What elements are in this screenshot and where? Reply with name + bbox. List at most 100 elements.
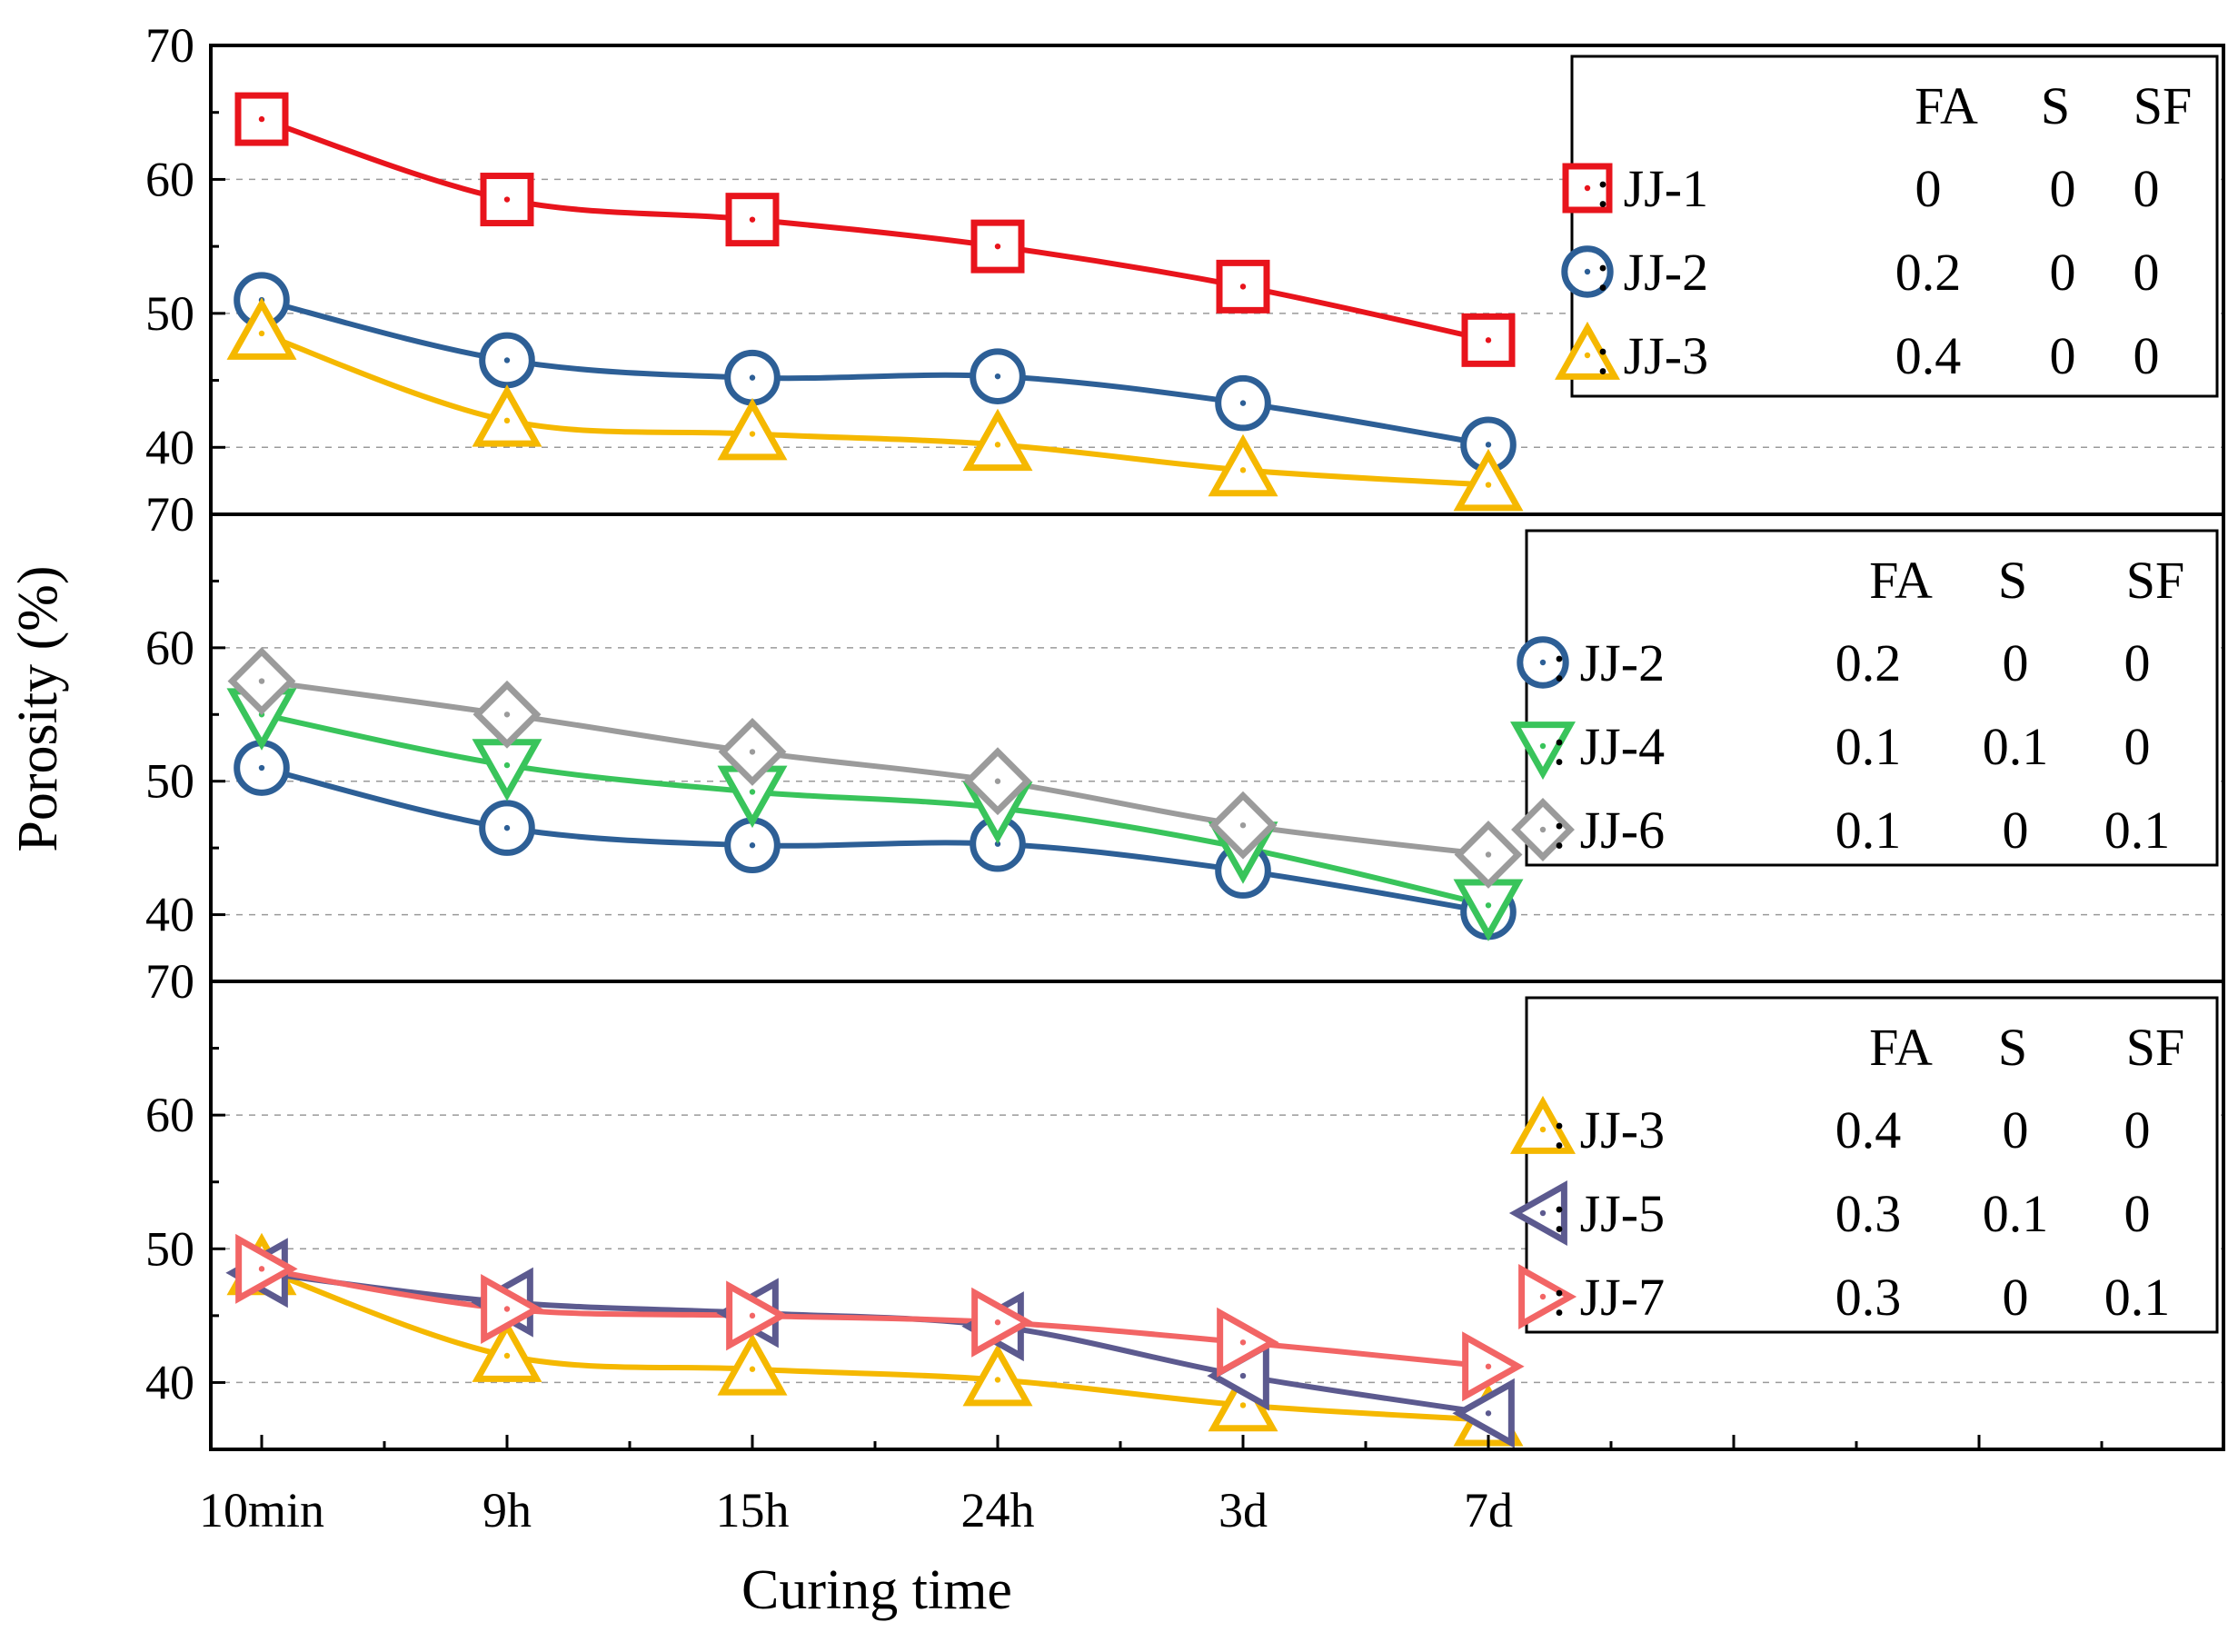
legend-box (1525, 529, 2219, 867)
legend-label-JJ-7: : JJ-7 (1552, 1268, 1665, 1327)
panel-frame (209, 980, 2225, 1451)
data-point-JJ-2-9h-center-dot (503, 357, 511, 363)
data-point-JJ-3-24h (962, 408, 1033, 472)
x-tick-label-15h: 15h (716, 1483, 790, 1538)
data-point-JJ-3-15h-center-dot (749, 1366, 756, 1372)
legend-S-JJ-2: 0 (2050, 243, 2076, 302)
legend-S-JJ-3: 0 (2003, 1100, 2029, 1159)
y-tick-label: 70 (145, 18, 194, 73)
legend-FA-JJ-5: 0.3 (1835, 1184, 1902, 1243)
series-line-JJ-2 (261, 297, 1489, 448)
series-line-JJ-7 (261, 1266, 1489, 1369)
data-point-JJ-7-3d-center-dot (1239, 1339, 1247, 1346)
legend-header-FA: FA (1869, 551, 1933, 610)
data-point-JJ-2-7d-center-dot (1485, 442, 1492, 448)
legend-marker-JJ-4 (1510, 722, 1576, 781)
x-tick-label-7d: 7d (1464, 1483, 1513, 1538)
series-line-JJ-3 (260, 331, 1489, 488)
y-tick-label: 40 (145, 1355, 194, 1409)
legend-S-JJ-3: 0 (2050, 326, 2076, 385)
legend-FA-JJ-2: 0.2 (1895, 243, 1962, 302)
legend-marker-JJ-7 (1518, 1264, 1577, 1329)
legend-S-JJ-2: 0 (2003, 633, 2029, 692)
data-point-JJ-1-15h-center-dot (749, 216, 756, 223)
data-point-JJ-2-3d-center-dot (1239, 400, 1247, 406)
legend-marker-JJ-2-center-dot (1584, 268, 1591, 275)
legend-SF-JJ-3: 0 (2124, 1100, 2151, 1159)
legend-FA-JJ-3: 0.4 (1835, 1100, 1902, 1159)
series-line-JJ-1 (261, 116, 1489, 343)
data-point-JJ-5-3d-center-dot (1239, 1372, 1247, 1379)
legend-label-JJ-6: : JJ-6 (1552, 801, 1665, 860)
data-point-JJ-4-15h-center-dot (749, 789, 756, 795)
legend-S-JJ-4: 0.1 (1983, 717, 2049, 776)
legend-header-FA: FA (1915, 76, 1978, 135)
data-point-JJ-3-9h-center-dot (503, 1352, 511, 1359)
legend-label-JJ-2: : JJ-2 (1596, 243, 1708, 302)
data-point-JJ-1-10min (234, 92, 289, 146)
data-point-JJ-3-3d-center-dot (1239, 1402, 1247, 1408)
legend-label-JJ-3: : JJ-3 (1596, 326, 1708, 385)
series-line-JJ-4 (261, 712, 1489, 909)
legend-S-JJ-5: 0.1 (1983, 1184, 2049, 1243)
y-tick-label: 60 (145, 621, 194, 675)
x-axis-title: Curing time (741, 1559, 1012, 1621)
data-point-JJ-7-7d-center-dot (1485, 1363, 1492, 1369)
legend-header-SF: SF (2126, 1018, 2185, 1077)
data-point-JJ-3-24h (962, 1343, 1033, 1407)
legend-SF-JJ-7: 0.1 (2104, 1268, 2171, 1327)
y-tick-label: 60 (145, 152, 194, 206)
legend-marker-JJ-1 (1562, 163, 1613, 214)
data-point-JJ-3-9h (472, 1319, 542, 1382)
data-point-JJ-6-10min-center-dot (258, 678, 265, 684)
legend-label-JJ-1: : JJ-1 (1596, 159, 1708, 218)
data-point-JJ-3-7d (1453, 448, 1524, 512)
data-point-JJ-6-15h-center-dot (749, 749, 756, 755)
legend-SF-JJ-3: 0 (2134, 326, 2160, 385)
data-point-JJ-1-24h-center-dot (994, 243, 1001, 250)
legend-marker-JJ-6-center-dot (1539, 826, 1547, 833)
data-point-JJ-7-15h (726, 1280, 789, 1351)
legend-marker-JJ-5 (1508, 1180, 1567, 1246)
legend-FA-JJ-1: 0 (1915, 159, 1942, 218)
legend-header-S: S (1998, 1018, 2027, 1077)
x-tick-label-24h: 24h (961, 1483, 1035, 1538)
legend-FA-JJ-3: 0.4 (1895, 326, 1962, 385)
legend-header-SF: SF (2126, 551, 2185, 610)
data-point-JJ-3-10min (226, 297, 297, 360)
data-point-JJ-3-15h-center-dot (749, 431, 756, 437)
series-line-JJ-6 (261, 678, 1489, 858)
data-point-JJ-3-24h-center-dot (994, 442, 1001, 448)
data-point-JJ-2-10min-center-dot (258, 764, 265, 771)
legend-marker-JJ-1-center-dot (1584, 184, 1591, 192)
data-point-JJ-5-7d (1452, 1378, 1515, 1448)
legend-label-JJ-3: : JJ-3 (1552, 1100, 1665, 1159)
data-point-JJ-7-10min (235, 1233, 298, 1304)
data-point-JJ-3-15h (717, 397, 788, 461)
legend-header-S: S (1998, 551, 2027, 610)
legend-label-JJ-5: : JJ-5 (1552, 1184, 1665, 1243)
data-point-JJ-3-15h (717, 1333, 788, 1396)
y-tick-label: 70 (145, 954, 194, 1009)
data-point-JJ-1-7d-center-dot (1485, 337, 1492, 343)
data-point-JJ-7-24h (971, 1287, 1034, 1358)
legend-SF-JJ-6: 0.1 (2104, 801, 2171, 860)
legend-FA-JJ-2: 0.2 (1835, 633, 1902, 692)
legend-FA-JJ-7: 0.3 (1835, 1268, 1902, 1327)
data-point-JJ-2-15h-center-dot (749, 842, 756, 849)
data-point-JJ-6-7d-center-dot (1485, 851, 1492, 858)
y-tick-label: 70 (145, 487, 194, 542)
legend-panel-3: FA S SF: JJ-3 0.4 0 0: JJ-5 0.3 0.1 0: JJ-7 0.3 0 0… (1508, 996, 2219, 1334)
y-tick-label: 50 (145, 754, 194, 809)
data-point-JJ-3-3d-center-dot (1239, 467, 1247, 473)
legend-marker-JJ-3-center-dot (1584, 352, 1591, 359)
y-tick-label: 50 (145, 286, 194, 341)
legend-label-JJ-2: : JJ-2 (1552, 633, 1665, 692)
y-tick-label: 40 (145, 420, 194, 474)
legend-header-S: S (2041, 76, 2070, 135)
legend-label-JJ-4: : JJ-4 (1552, 717, 1665, 776)
data-point-JJ-3-3d (1208, 433, 1278, 497)
data-point-JJ-2-9h-center-dot (503, 824, 511, 831)
legend-SF-JJ-5: 0 (2124, 1184, 2151, 1243)
